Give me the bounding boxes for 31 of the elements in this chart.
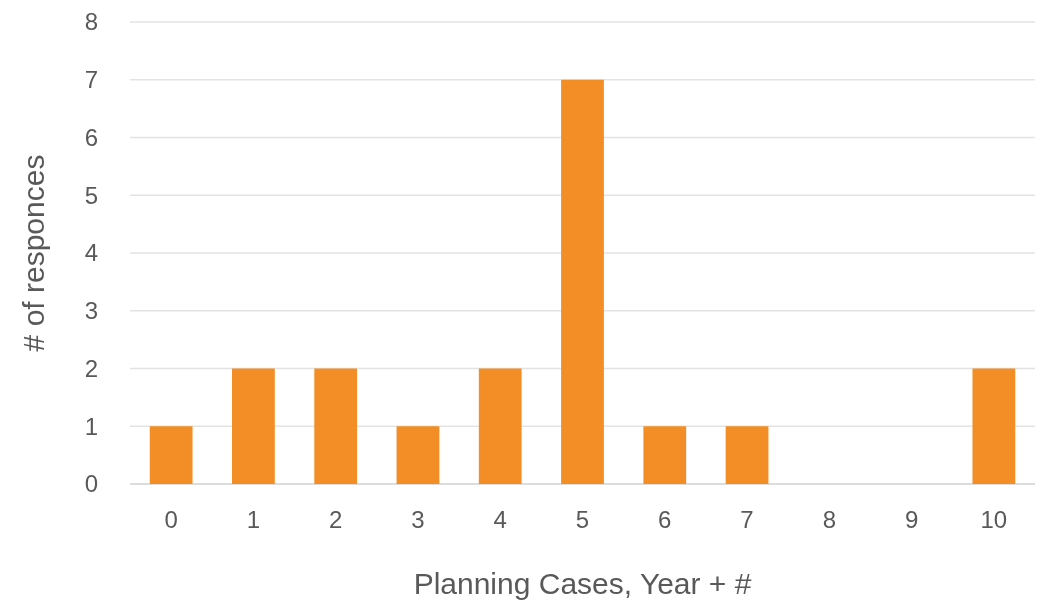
y-tick-label: 5 — [84, 181, 98, 209]
y-tick-label: 6 — [84, 123, 98, 151]
bar — [478, 368, 522, 484]
y-tick-label: 3 — [84, 297, 98, 325]
y-axis-title: # of responces — [17, 154, 50, 352]
x-tick-label: 4 — [493, 506, 507, 533]
x-tick-label: 6 — [658, 506, 672, 533]
bar — [149, 426, 193, 484]
y-tick-label: 0 — [84, 470, 98, 498]
x-tick-label: 8 — [822, 506, 836, 533]
x-tick-label: 3 — [411, 506, 425, 533]
bar — [232, 368, 275, 484]
x-tick-label: 5 — [575, 506, 590, 533]
x-tick-label: 10 — [980, 506, 1008, 533]
bar — [396, 426, 440, 484]
x-tick-label: 2 — [329, 506, 343, 533]
x-tick-label: 0 — [164, 506, 178, 533]
x-tick-label: 1 — [246, 506, 261, 533]
y-tick-label: 8 — [84, 8, 98, 36]
y-tick-label: 2 — [84, 354, 98, 382]
bar — [314, 368, 358, 484]
y-tick-label: 4 — [84, 239, 98, 267]
bar — [643, 426, 687, 484]
x-tick-label: 7 — [740, 506, 754, 533]
x-tick-label: 9 — [904, 506, 919, 533]
y-tick-label: 1 — [84, 412, 98, 440]
bar — [972, 368, 1016, 484]
bar — [561, 79, 604, 484]
bar — [725, 426, 769, 484]
x-axis-title: Planning Cases, Year + # — [413, 567, 752, 600]
y-tick-label: 7 — [84, 66, 98, 94]
